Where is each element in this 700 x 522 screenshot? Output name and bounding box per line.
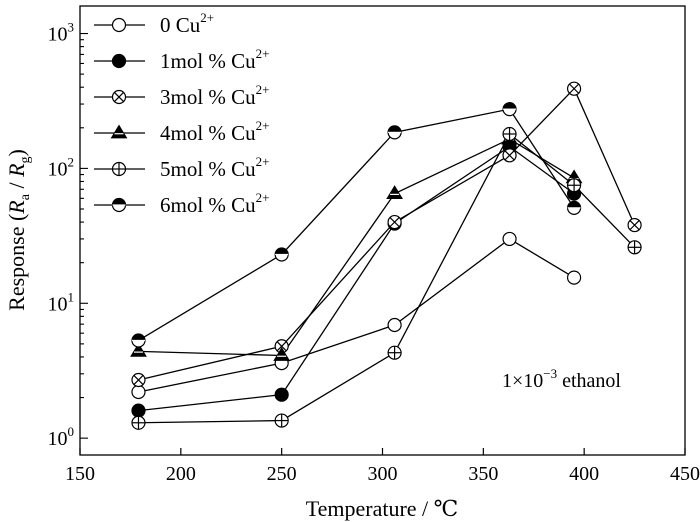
series-markers-4 <box>131 126 642 430</box>
marker-half-fill <box>388 125 402 133</box>
marker-filled-circle <box>131 403 146 418</box>
legend: 0 Cu2+ 1mol % Cu2+ 3mol % Cu2+ 4mol % Cu2+ 5… <box>94 10 270 217</box>
x-tick-label: 400 <box>569 463 599 485</box>
legend-item-5: 6mol % Cu2+ <box>94 190 270 217</box>
marker-half-fill <box>567 201 581 208</box>
x-tick-label: 450 <box>670 463 700 485</box>
marker-half-fill <box>503 102 517 110</box>
series-4 <box>138 132 636 424</box>
y-tick-label: 102 <box>48 154 75 180</box>
y-tick-label: 103 <box>48 20 75 46</box>
legend-label: 4mol % Cu2+ <box>160 118 270 145</box>
series-0 <box>138 238 575 393</box>
marker-open-circle <box>502 231 517 247</box>
series-line <box>138 87 636 381</box>
marker-filled-circle <box>274 387 289 402</box>
marker-triangle <box>273 347 291 361</box>
axis-ticks: 150 200 250 300 350 400 450 100 101 102 103 <box>48 20 700 485</box>
x-axis-label: Temperature / ℃ <box>306 496 459 521</box>
series-2 <box>138 87 636 381</box>
legend-item-2: 3mol % Cu2+ <box>94 82 270 109</box>
x-tick-label: 250 <box>267 463 297 485</box>
legend-item-0: 0 Cu2+ <box>94 10 214 37</box>
legend-item-3: 4mol % Cu2+ <box>94 118 270 145</box>
marker-half-fill <box>131 333 145 341</box>
legend-label: 5mol % Cu2+ <box>160 154 270 181</box>
series-line <box>138 238 575 393</box>
marker-filled-circle <box>111 53 127 69</box>
marker-open-circle <box>111 17 127 33</box>
marker-cross-stroke <box>276 341 287 352</box>
annotation-ethanol: 1×10−3 ethanol <box>502 366 621 392</box>
marker-cross-stroke <box>133 374 144 386</box>
marker-half-fill <box>112 198 126 205</box>
legend-label: 3mol % Cu2+ <box>160 82 270 109</box>
series-markers-5 <box>131 102 582 348</box>
marker-open-circle <box>566 270 582 285</box>
marker-cross-stroke <box>389 216 400 228</box>
y-axis-label: Response (Ra / Rg) <box>4 149 33 311</box>
series-markers-2 <box>131 81 642 388</box>
marker-triangle <box>386 185 403 200</box>
x-tick-label: 300 <box>368 463 398 485</box>
series-layer <box>130 81 642 430</box>
y-tick-label: 100 <box>48 424 75 450</box>
y-tick-label: 101 <box>48 289 75 315</box>
x-tick-label: 150 <box>65 463 95 485</box>
marker-triangle <box>130 342 147 357</box>
marker-cross-stroke <box>629 219 640 231</box>
marker-triangle <box>110 124 128 139</box>
legend-item-1: 1mol % Cu2+ <box>94 46 270 73</box>
marker-cross-stroke <box>568 83 580 94</box>
legend-label: 0 Cu2+ <box>160 10 214 37</box>
marker-cross-stroke <box>504 150 515 161</box>
legend-label: 6mol % Cu2+ <box>160 190 270 217</box>
series-line <box>138 132 636 424</box>
marker-cross-stroke <box>113 91 125 103</box>
x-tick-label: 200 <box>166 463 196 485</box>
marker-half-fill <box>275 247 289 255</box>
legend-label: 1mol % Cu2+ <box>160 46 270 73</box>
marker-open-circle <box>131 384 146 400</box>
legend-item-4: 5mol % Cu2+ <box>94 154 270 181</box>
marker-open-circle <box>387 317 402 333</box>
x-tick-label: 350 <box>468 463 498 485</box>
